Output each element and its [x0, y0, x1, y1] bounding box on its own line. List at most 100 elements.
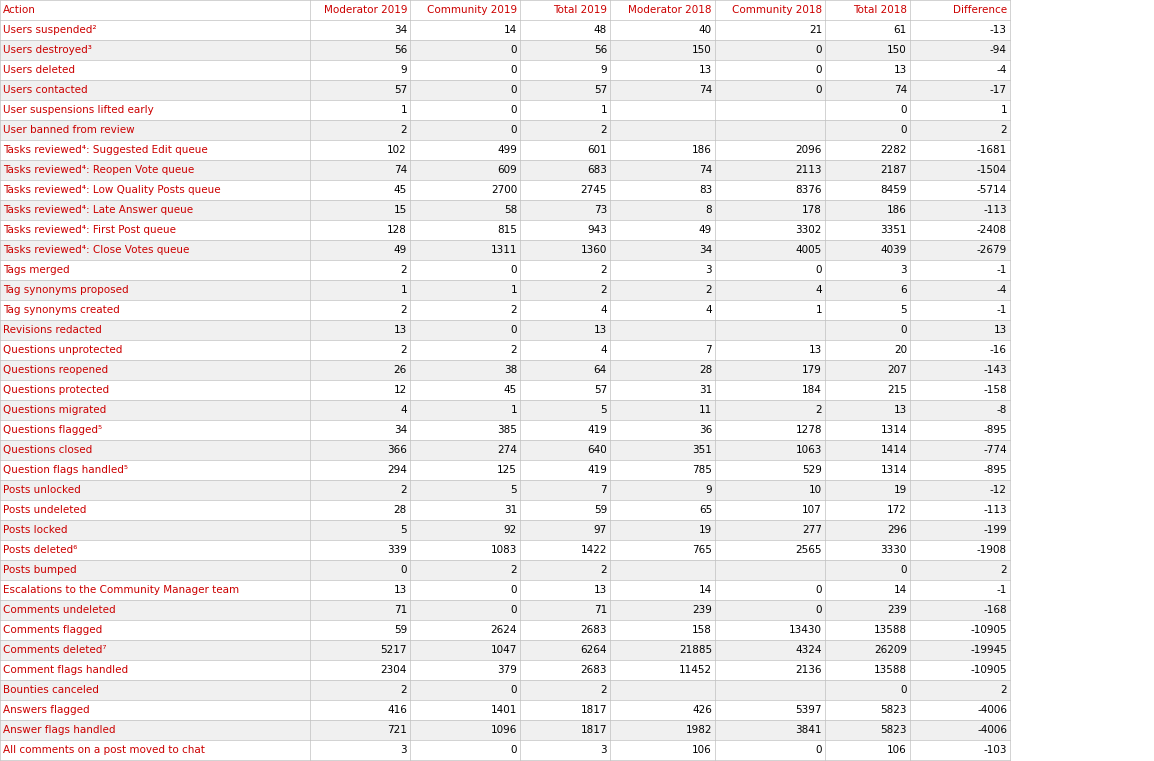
Text: 184: 184 [802, 385, 822, 395]
Text: 13: 13 [394, 325, 407, 335]
Text: 5: 5 [510, 485, 517, 495]
Text: Posts undeleted: Posts undeleted [3, 505, 87, 515]
Text: 9: 9 [600, 65, 607, 75]
Text: 13588: 13588 [874, 665, 907, 675]
Text: Tasks reviewed⁴: Close Votes queue: Tasks reviewed⁴: Close Votes queue [3, 245, 189, 255]
Text: 56: 56 [594, 45, 607, 55]
Text: 12: 12 [394, 385, 407, 395]
Text: 1311: 1311 [490, 245, 517, 255]
Text: 4: 4 [816, 285, 822, 295]
Text: 0: 0 [900, 105, 907, 115]
Text: -10905: -10905 [971, 665, 1007, 675]
Text: 11452: 11452 [679, 665, 712, 675]
Text: 2: 2 [705, 285, 712, 295]
Text: 14: 14 [893, 585, 907, 595]
Text: 74: 74 [394, 165, 407, 175]
Text: 28: 28 [699, 365, 712, 375]
Text: -94: -94 [990, 45, 1007, 55]
Text: 4005: 4005 [796, 245, 822, 255]
Text: 277: 277 [802, 525, 822, 535]
Text: 1314: 1314 [881, 425, 907, 435]
Text: -13: -13 [990, 25, 1007, 35]
Text: 73: 73 [594, 205, 607, 215]
Text: 4: 4 [600, 305, 607, 315]
Text: User suspensions lifted early: User suspensions lifted early [3, 105, 153, 115]
Bar [0, 660, 1010, 680]
Text: 2187: 2187 [881, 165, 907, 175]
Text: -774: -774 [983, 445, 1007, 455]
Text: 640: 640 [587, 445, 607, 455]
Text: 339: 339 [387, 545, 407, 555]
Text: Action: Action [3, 5, 36, 15]
Text: 2282: 2282 [881, 145, 907, 155]
Text: Tasks reviewed⁴: Suggested Edit queue: Tasks reviewed⁴: Suggested Edit queue [3, 145, 208, 155]
Text: 2: 2 [510, 305, 517, 315]
Text: 1: 1 [600, 105, 607, 115]
Bar [0, 20, 1010, 40]
Bar [0, 0, 1010, 20]
Text: 765: 765 [692, 545, 712, 555]
Text: 8376: 8376 [795, 185, 822, 195]
Text: 74: 74 [699, 85, 712, 95]
Text: 13: 13 [893, 65, 907, 75]
Text: -2679: -2679 [976, 245, 1007, 255]
Text: 2565: 2565 [795, 545, 822, 555]
Text: 2: 2 [1001, 685, 1007, 695]
Text: 419: 419 [587, 425, 607, 435]
Text: 65: 65 [699, 505, 712, 515]
Text: 601: 601 [587, 145, 607, 155]
Text: 351: 351 [692, 445, 712, 455]
Text: Question flags handled⁵: Question flags handled⁵ [3, 465, 128, 475]
Text: -895: -895 [983, 425, 1007, 435]
Text: 19: 19 [893, 485, 907, 495]
Text: 2683: 2683 [580, 665, 607, 675]
Text: 721: 721 [387, 725, 407, 735]
Text: Tag synonyms created: Tag synonyms created [3, 305, 120, 315]
Text: 1360: 1360 [580, 245, 607, 255]
Text: 48: 48 [594, 25, 607, 35]
Text: 1083: 1083 [490, 545, 517, 555]
Text: 0: 0 [510, 85, 517, 95]
Text: -113: -113 [983, 205, 1007, 215]
Text: 21: 21 [809, 25, 822, 35]
Text: 71: 71 [394, 605, 407, 615]
Text: 2: 2 [400, 305, 407, 315]
Text: -12: -12 [990, 485, 1007, 495]
Text: 0: 0 [510, 125, 517, 135]
Bar [0, 60, 1010, 80]
Text: 0: 0 [510, 745, 517, 755]
Text: Tags merged: Tags merged [3, 265, 69, 275]
Text: Bounties canceled: Bounties canceled [3, 685, 99, 695]
Text: 2304: 2304 [381, 665, 407, 675]
Text: 125: 125 [497, 465, 517, 475]
Text: 97: 97 [594, 525, 607, 535]
Text: Posts bumped: Posts bumped [3, 565, 76, 575]
Text: -103: -103 [983, 745, 1007, 755]
Text: 186: 186 [692, 145, 712, 155]
Bar [0, 740, 1010, 760]
Text: 1817: 1817 [580, 705, 607, 715]
Bar [0, 220, 1010, 240]
Text: Difference: Difference [953, 5, 1007, 15]
Text: Comment flags handled: Comment flags handled [3, 665, 128, 675]
Bar [0, 160, 1010, 180]
Text: Comments undeleted: Comments undeleted [3, 605, 115, 615]
Text: 0: 0 [510, 685, 517, 695]
Text: 1278: 1278 [795, 425, 822, 435]
Text: Questions reopened: Questions reopened [3, 365, 108, 375]
Text: 3: 3 [600, 745, 607, 755]
Text: 34: 34 [699, 245, 712, 255]
Text: -1: -1 [997, 585, 1007, 595]
Text: -1504: -1504 [977, 165, 1007, 175]
Text: Revisions redacted: Revisions redacted [3, 325, 102, 335]
Text: 3: 3 [400, 745, 407, 755]
Text: 172: 172 [887, 505, 907, 515]
Bar [0, 380, 1010, 400]
Text: -143: -143 [983, 365, 1007, 375]
Bar [0, 560, 1010, 580]
Text: -1681: -1681 [976, 145, 1007, 155]
Text: 0: 0 [900, 325, 907, 335]
Text: 2096: 2096 [795, 145, 822, 155]
Text: 26: 26 [394, 365, 407, 375]
Text: Users deleted: Users deleted [3, 65, 75, 75]
